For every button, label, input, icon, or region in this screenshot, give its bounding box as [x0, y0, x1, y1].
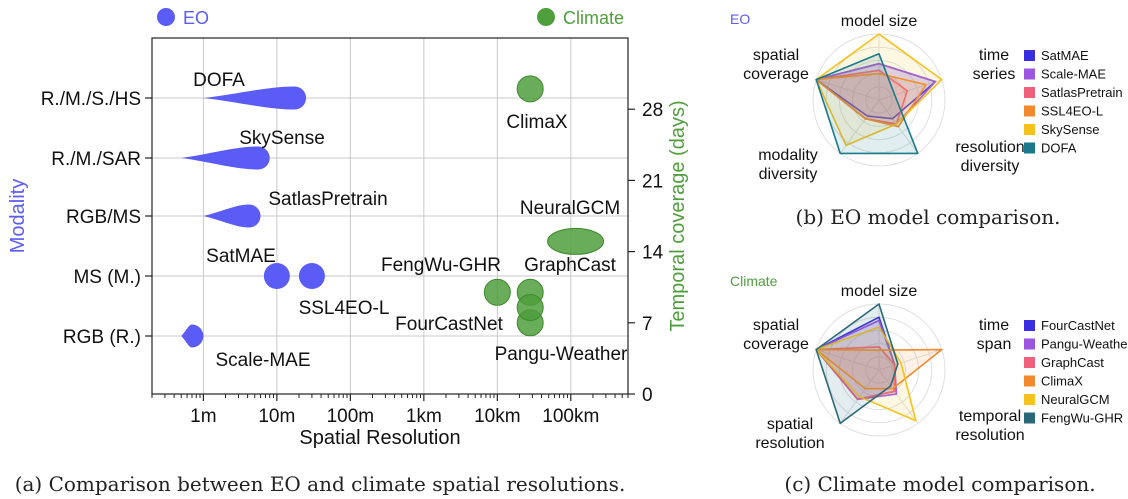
- legend-entry: GraphCast: [1041, 355, 1104, 370]
- radar-axis-label: time series: [973, 47, 1016, 83]
- eo-marker-skysense: [181, 146, 270, 170]
- x-tick-label: 10m: [258, 406, 295, 427]
- legend-swatch: [1024, 412, 1035, 424]
- legend-swatch: [1024, 68, 1035, 80]
- y-right-tick-label: 0: [642, 385, 653, 406]
- legend-swatch: [1024, 87, 1035, 98]
- eo-marker-scale-mae: [181, 324, 204, 348]
- radar-axis-label: modality diversity: [758, 147, 818, 183]
- y-category-label: MS (M.): [73, 267, 141, 288]
- eo-radar-panel: model size time series resolution diversity m…: [730, 11, 1123, 183]
- climate-marker-climax: [516, 75, 544, 103]
- x-axis-label: Spatial Resolution: [299, 427, 460, 449]
- radar-spoke: [878, 369, 919, 424]
- eo-marker-satmae: [263, 263, 290, 289]
- radar-axis-label: temporal resolution: [955, 408, 1024, 444]
- y-category-label: RGB/MS: [66, 207, 141, 228]
- climate-marker-pangu-weather: [516, 294, 544, 322]
- climate-label-pangu-weather: Pangu-Weather: [495, 344, 628, 365]
- eo-label-ssl4eo-l: SSL4EO-L: [299, 298, 390, 319]
- radar-spoke: [878, 79, 942, 101]
- radar-corner-label: EO: [730, 11, 750, 27]
- legend-swatch: [1024, 394, 1035, 405]
- y-category-label: R./M./SAR: [51, 149, 141, 170]
- legend-swatch: [1024, 50, 1035, 61]
- legend-swatch: [1024, 357, 1035, 368]
- climate-marker-fengwu-ghr: [483, 278, 511, 306]
- y-axis-label-right: Temporal coverage (days): [667, 100, 689, 331]
- radar-spoke: [878, 349, 942, 371]
- x-tick-label: 100m: [327, 406, 375, 427]
- legend-marker-eo: [157, 8, 175, 26]
- eo-label-satlaspretrain: SatlasPretrain: [268, 189, 387, 210]
- radar-axis-label: spatial coverage: [743, 47, 809, 83]
- scatter-panel: 1m 10m 100m 1km 10km 100km Spatial Resolution R…: [7, 8, 689, 449]
- radar-series-neuralgcm: [815, 326, 917, 422]
- eo-label-skysense: SkySense: [239, 128, 325, 149]
- x-tick-label: 1km: [406, 406, 442, 427]
- legend-entry: ClimaX: [1041, 374, 1083, 389]
- radar-axis-label: resolution diversity: [955, 139, 1024, 175]
- y-right-tick-label: 7: [642, 314, 653, 335]
- legend-label-climate: Climate: [563, 8, 624, 28]
- eo-label-satmae: SatMAE: [206, 246, 276, 267]
- eo-marker-satlaspretrain: [203, 204, 261, 228]
- radar-axis-label: model size: [841, 283, 918, 300]
- eo-label-scale-mae: Scale-MAE: [215, 350, 310, 371]
- climate-label-fengwu-ghr: FengWu-GHR: [381, 255, 501, 276]
- radar-axis-label: model size: [841, 13, 918, 30]
- legend-entry: FengWu-GHR: [1041, 411, 1123, 426]
- radar-spoke: [816, 79, 880, 101]
- legend-entry: Pangu-Weather: [1041, 337, 1128, 352]
- legend-entry: SatlasPretrain: [1041, 85, 1123, 100]
- legend-swatch: [1024, 124, 1035, 135]
- climate-label-neuralgcm: NeuralGCM: [520, 198, 620, 219]
- radar-spoke: [816, 349, 880, 371]
- radar-axis-label: spatial coverage: [743, 317, 809, 353]
- radar-axis-label: spatial resolution: [755, 416, 824, 452]
- caption-c: (c) Climate model comparison.: [784, 472, 1095, 496]
- y-category-label: RGB (R.): [63, 327, 141, 348]
- legend-entry: Scale-MAE: [1041, 67, 1106, 82]
- y-category-label: R./M./S./HS: [41, 89, 141, 110]
- legend-swatch: [1024, 375, 1035, 387]
- y-right-tick-label: 14: [642, 243, 664, 264]
- legend-swatch: [1024, 320, 1035, 331]
- radar-series-fengwu-ghr: [815, 303, 899, 425]
- climate-radar-panel: model size time span temporal resolution spat…: [730, 273, 1128, 452]
- climate-marker-neuralgcm: [547, 227, 605, 255]
- radar-series-climax: [815, 348, 943, 390]
- radar-series-ssl4eo-l: [815, 72, 927, 128]
- x-tick-label: 100km: [542, 406, 599, 427]
- x-tick-label: 10km: [474, 406, 520, 427]
- y-right-tick-label: 21: [642, 171, 663, 192]
- eo-marker-ssl4eo-l: [298, 263, 325, 289]
- y-axis-label-left: Modality: [7, 179, 29, 253]
- caption-a: (a) Comparison between EO and climate sp…: [15, 472, 626, 496]
- legend-entry: FourCastNet: [1041, 318, 1115, 333]
- legend-swatch: [1024, 105, 1035, 117]
- legend-swatch: [1024, 142, 1035, 154]
- radar-axis-label: time span: [977, 317, 1012, 353]
- eo-marker-dofa: [203, 86, 307, 110]
- y-right-tick-label: 28: [642, 100, 663, 121]
- climate-label-climax: ClimaX: [506, 112, 568, 133]
- legend-entry: DOFA: [1041, 141, 1077, 156]
- legend-entry: SSL4EO-L: [1041, 104, 1103, 119]
- legend-label-eo: EO: [183, 8, 209, 28]
- radar-series-skysense: [815, 33, 943, 147]
- legend-entry: SatMAE: [1041, 48, 1089, 63]
- climate-label-graphcast: GraphCast: [524, 255, 617, 276]
- legend-entry: SkySense: [1041, 122, 1100, 137]
- caption-b: (b) EO model comparison.: [796, 205, 1061, 229]
- legend-entry: NeuralGCM: [1041, 392, 1110, 407]
- x-tick-label: 1m: [190, 406, 216, 427]
- radar-corner-label: Climate: [730, 273, 778, 289]
- eo-label-dofa: DOFA: [193, 70, 245, 91]
- legend-marker-climate: [537, 8, 555, 26]
- radar-series-dofa: [815, 52, 919, 155]
- legend-swatch: [1024, 338, 1035, 350]
- climate-label-fourcastnet: FourCastNet: [395, 314, 503, 335]
